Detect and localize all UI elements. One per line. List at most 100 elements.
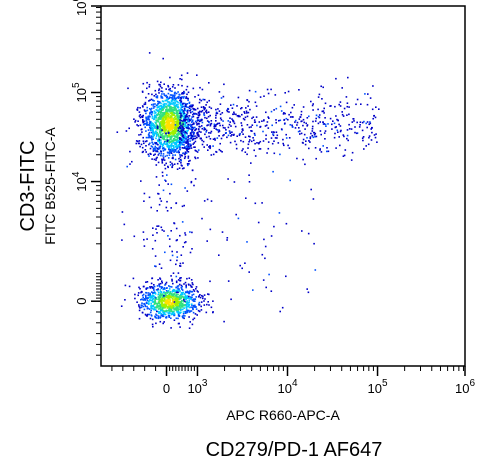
data-point [150, 302, 152, 305]
data-point [313, 133, 316, 136]
data-point [188, 147, 191, 149]
data-point [150, 136, 152, 139]
data-point [183, 304, 186, 307]
data-point [180, 300, 183, 302]
data-point [219, 117, 222, 119]
data-points [116, 52, 380, 329]
data-point [209, 145, 211, 147]
data-point [235, 213, 237, 216]
data-point [190, 133, 192, 136]
data-point [169, 94, 172, 96]
data-point [166, 142, 168, 144]
data-point [157, 293, 160, 296]
data-point [134, 119, 137, 122]
data-point [194, 109, 197, 111]
data-point [368, 135, 371, 137]
data-point [163, 121, 165, 124]
data-point [168, 298, 170, 301]
data-point [288, 137, 291, 139]
data-point [183, 141, 186, 144]
data-point [191, 116, 193, 118]
data-point [129, 150, 131, 153]
data-point [180, 141, 182, 144]
data-point [149, 295, 151, 298]
data-point [177, 287, 179, 289]
data-point [132, 277, 135, 280]
data-point [156, 149, 158, 152]
data-point [186, 131, 188, 133]
data-point [199, 296, 202, 299]
data-point [181, 296, 183, 298]
data-point [152, 234, 154, 236]
data-point [181, 109, 183, 111]
data-point [180, 119, 183, 122]
data-point [163, 119, 166, 122]
data-point [191, 323, 194, 326]
data-point [173, 139, 176, 142]
data-point [192, 135, 195, 138]
data-point [310, 100, 312, 103]
data-point [291, 124, 293, 127]
data-point [320, 85, 322, 88]
data-point [173, 97, 176, 100]
data-point [270, 110, 273, 113]
data-point [162, 106, 164, 109]
data-point [192, 318, 194, 321]
data-point [170, 118, 172, 121]
data-point [359, 121, 362, 123]
data-point [184, 102, 186, 105]
data-point [186, 190, 189, 192]
data-point [149, 299, 151, 302]
data-point [162, 288, 165, 290]
data-point [189, 119, 191, 122]
data-point [150, 110, 152, 113]
data-point [193, 317, 196, 320]
data-point [170, 313, 173, 316]
data-point [160, 154, 162, 157]
data-point [268, 273, 270, 276]
data-point [175, 126, 177, 129]
data-point [170, 286, 173, 288]
data-point [182, 299, 185, 301]
data-point [170, 296, 173, 298]
data-point [167, 97, 170, 100]
data-point [167, 301, 169, 304]
data-point [174, 136, 176, 138]
data-point [188, 160, 190, 163]
data-point [206, 111, 208, 114]
data-point [248, 181, 251, 183]
data-point [239, 115, 241, 118]
data-point [279, 153, 281, 156]
data-point [153, 100, 155, 102]
data-point [188, 107, 191, 109]
data-point [179, 279, 182, 282]
data-point [179, 138, 181, 141]
data-point [150, 309, 152, 312]
data-point [179, 111, 181, 114]
data-point [187, 305, 190, 308]
data-point [285, 137, 288, 139]
data-point [309, 137, 312, 140]
data-point [149, 120, 151, 123]
data-point [163, 104, 166, 107]
data-point [164, 305, 166, 307]
data-point [285, 275, 287, 278]
data-point [191, 120, 194, 123]
data-point [198, 310, 201, 313]
data-point [182, 304, 185, 306]
data-point [294, 119, 297, 122]
data-point [154, 142, 157, 145]
data-point [291, 106, 294, 109]
data-point [184, 155, 187, 158]
data-point [138, 111, 141, 113]
data-point [172, 119, 175, 121]
data-point [161, 171, 164, 174]
data-point [285, 133, 287, 136]
data-point [193, 132, 195, 134]
data-point [369, 122, 372, 125]
data-point [184, 187, 186, 189]
data-point [173, 109, 176, 112]
data-point [160, 81, 162, 84]
data-point [174, 158, 177, 161]
data-point [170, 275, 172, 277]
